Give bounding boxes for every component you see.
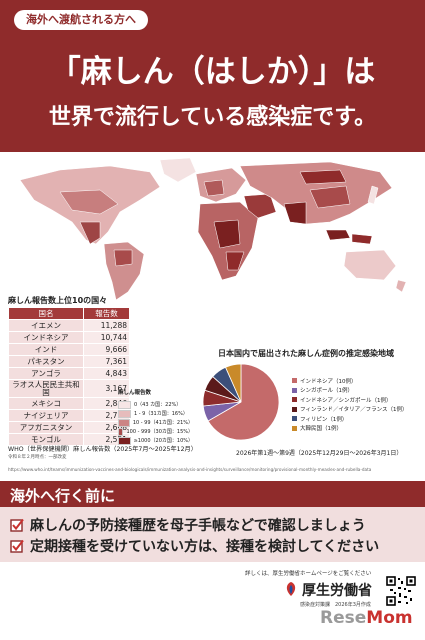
reference-date-note: 令和８年２月時点：一部改変: [8, 455, 67, 460]
report-count: 10,744: [83, 331, 130, 344]
resemom-watermark: ReseMom: [320, 608, 413, 628]
country-name: パキスタン: [8, 355, 84, 368]
pie-legend: インドネシア（10例） シンガポール（1例） インドネシア／シンガポール（1例）…: [292, 376, 408, 433]
checkbox-check-icon: [10, 539, 24, 553]
pie-legend-label: フィリピン（1例）: [300, 416, 348, 423]
pie-legend-label: シンガポール（1例）: [300, 388, 353, 395]
pie-swatch: [292, 397, 297, 403]
report-count: 7,361: [83, 355, 130, 368]
mhlw-logo-icon: [286, 582, 296, 596]
advice-item: 定期接種を受けていない方は、接種を検討してください: [10, 536, 379, 556]
table-row: インド 9,666: [8, 343, 130, 356]
table-row: メキシコ 2,846: [8, 397, 130, 410]
country-name: ラオス人民民主共和国: [8, 379, 84, 398]
country-name: メキシコ: [8, 397, 84, 410]
header-banner: 海外へ渡航される方へ 「麻しん（はしか）」は 世界で流行している感染症です。: [0, 0, 425, 152]
legend-item: 10 - 99（41カ国：21%）: [118, 418, 193, 427]
legend-label: 100 - 999（30カ国：15%）: [126, 429, 193, 435]
source-url[interactable]: https://www.who.int/teams/immunization-v…: [8, 467, 372, 472]
table-row: インドネシア 10,744: [8, 331, 130, 344]
pie-legend-label: インドネシア（10例）: [300, 378, 357, 385]
ranking-header-count: 報告数: [83, 307, 130, 320]
legend-label: ≥1000（20カ国：10%）: [133, 438, 193, 444]
country-name: モンゴル: [8, 433, 84, 446]
country-name: アフガニスタン: [8, 421, 84, 434]
table-row: アンゴラ 4,843: [8, 367, 130, 380]
legend-swatch: [118, 418, 130, 427]
report-count: 3,167: [83, 379, 130, 398]
more-info-note: 詳しくは、厚生労働省ホームページをご覧ください: [245, 571, 372, 577]
pie-legend-label: フィンランド／イタリア／フランス（1例）: [300, 407, 408, 414]
legend-swatch: [118, 427, 124, 436]
checkbox-check-icon: [10, 518, 24, 532]
country-name: ナイジェリア: [8, 409, 84, 422]
legend-label: 1 - 9（31カ国：16%）: [134, 411, 188, 417]
pie-title: 日本国内で届出された麻しん症例の推定感染地域: [218, 349, 394, 358]
table-row: ラオス人民民主共和国 3,167: [8, 379, 130, 398]
audience-tag: 海外へ渡航される方へ: [14, 10, 148, 30]
table-row: パキスタン 7,361: [8, 355, 130, 368]
legend-item: 1 - 9（31カ国：16%）: [118, 409, 193, 418]
country-name: インド: [8, 343, 84, 356]
legend-swatch: [118, 436, 131, 445]
legend-label: 0（43 カ国：22%）: [134, 402, 182, 408]
map-south-america: [103, 241, 145, 301]
pie-legend-label: インドネシア／シンガポール（1例）: [300, 397, 392, 404]
table-row: アフガニスタン 2,668: [8, 421, 130, 434]
watermark-part-b: Mom: [366, 608, 413, 628]
legend-item: 0（43 カ国：22%）: [118, 400, 193, 409]
advice-box: 麻しんの予防接種歴を母子手帳などで確認しましょう 定期接種を受けていない方は、接…: [0, 507, 425, 562]
country-name: インドネシア: [8, 331, 84, 344]
ministry-name: 厚生労働省: [302, 583, 372, 599]
pie-legend-item: フィンランド／イタリア／フランス（1例）: [292, 405, 408, 415]
watermark-part-a: Rese: [320, 608, 367, 628]
pie-swatch: [292, 416, 297, 422]
map-legend: 麻しん報告数 0（43 カ国：22%） 1 - 9（31カ国：16%） 10 -…: [118, 388, 193, 445]
pie-legend-item: シンガポール（1例）: [292, 386, 408, 396]
report-count: 4,843: [83, 367, 130, 380]
advice-text: 定期接種を受けていない方は、接種を検討してください: [30, 539, 380, 555]
table-row: イエメン 11,288: [8, 319, 130, 332]
pie-swatch: [292, 378, 297, 384]
map-oceania: [343, 249, 397, 281]
country-name: アンゴラ: [8, 367, 84, 380]
pie-legend-item: インドネシア（10例）: [292, 376, 408, 386]
qr-code-icon[interactable]: [386, 576, 416, 606]
pie-legend-label: 大韓民国（1例）: [300, 426, 342, 433]
ranking-title: 麻しん報告数上位10の国々: [8, 296, 108, 305]
legend-swatch: [118, 400, 131, 409]
legend-item: 100 - 999（30カ国：15%）: [118, 427, 193, 436]
world-measles-map: [0, 152, 425, 302]
pie-swatch: [292, 387, 297, 393]
table-row: ナイジェリア 2,755: [8, 409, 130, 422]
pie-legend-item: インドネシア／シンガポール（1例）: [292, 395, 408, 405]
ranking-header-country: 国名: [8, 307, 84, 320]
pie-swatch: [292, 406, 297, 412]
made-by-note: 感染症対策課 2026年3月作成: [300, 602, 371, 608]
data-source-note: WHO（世界保健機関）麻しん報告数（2025年7月～2025年12月）: [8, 446, 197, 453]
advice-item: 麻しんの予防接種歴を母子手帳などで確認しましょう: [10, 515, 366, 535]
headline-line2: 世界で流行している感染症です。: [48, 105, 377, 130]
advice-heading: 海外へ行く前に: [10, 487, 116, 505]
pie-legend-item: フィリピン（1例）: [292, 414, 408, 424]
report-count: 9,666: [83, 343, 130, 356]
pie-legend-item: 大韓民国（1例）: [292, 424, 408, 434]
report-count: 11,288: [83, 319, 130, 332]
legend-item: ≥1000（20カ国：10%）: [118, 436, 193, 445]
advice-heading-bar: 海外へ行く前に: [0, 481, 425, 507]
headline-line1: 「麻しん（はしか）」は: [49, 54, 376, 90]
legend-label: 10 - 99（41カ国：21%）: [132, 420, 193, 426]
ranking-table: 国名 報告数 イエメン 11,288 インドネシア 10,744 インド 9,666 …: [8, 307, 130, 446]
pie-slice: [207, 363, 280, 441]
infection-region-pie: [202, 363, 280, 441]
report-period: 2026年第1週～第9週（2025年12月29日～2026年3月1日）: [236, 450, 403, 457]
pie-slice: [225, 363, 242, 403]
legend-swatch: [118, 409, 131, 418]
advice-text: 麻しんの予防接種歴を母子手帳などで確認しましょう: [30, 518, 366, 534]
map-legend-title: 麻しん報告数: [118, 390, 152, 396]
country-name: イエメン: [8, 319, 84, 332]
pie-swatch: [292, 425, 297, 431]
